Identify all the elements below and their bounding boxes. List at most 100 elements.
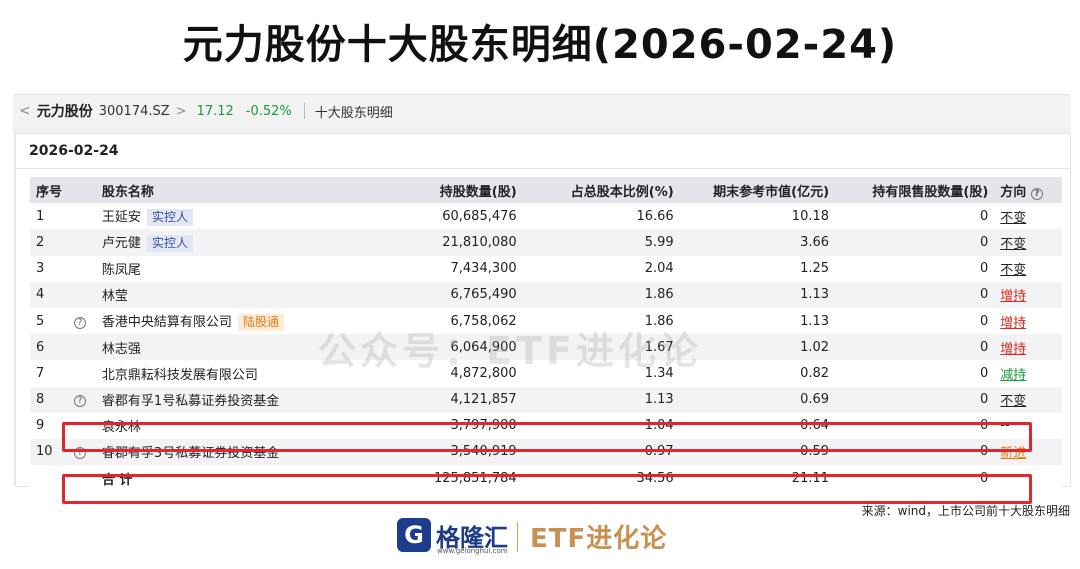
back-chevron-icon[interactable]: < <box>19 103 31 119</box>
watermark: 公众号：ETF进化论 <box>318 329 702 373</box>
holder-name-cell: 林志强 <box>96 334 394 360</box>
help-icon[interactable]: ? <box>74 316 87 329</box>
highlight-box-row-10 <box>62 474 1032 504</box>
header-restricted[interactable]: 持有限售股数量(股) <box>872 184 989 200</box>
holder-name-cell: 卢元健 实控人 <box>96 229 394 255</box>
direction-cell: 不变 <box>994 387 1062 413</box>
pct-value: 1.86 <box>644 287 674 303</box>
pct-value: 5.99 <box>644 234 674 250</box>
direction-link[interactable]: 不变 <box>1000 394 1027 410</box>
stock-price: 17.12 <box>196 103 234 119</box>
shares-value: 60,685,476 <box>442 208 517 224</box>
table-row[interactable]: 8? 睿郡有孚1号私募证券投资基金 4,121,857 1.13 0.69 0 不变 <box>30 386 1062 413</box>
row-icon-cell <box>68 256 96 282</box>
table-row[interactable]: 7 北京鼎耘科技发展有限公司 4,872,800 1.34 0.82 0 减持 <box>30 360 1062 387</box>
row-idx: 6 <box>36 339 45 355</box>
forward-chevron-icon[interactable]: > <box>175 103 187 119</box>
section-title: 十大股东明细 <box>314 105 393 121</box>
direction-link[interactable]: 增持 <box>1000 289 1027 305</box>
header-idx: 序号 <box>36 184 63 200</box>
direction-link[interactable]: 增持 <box>1000 341 1027 357</box>
brand-name: 格隆汇 <box>436 524 508 552</box>
holder-tag-badge: 实控人 <box>146 209 193 227</box>
divider <box>303 103 305 119</box>
market-value: 3.66 <box>800 234 830 250</box>
pct-value: 16.66 <box>636 208 674 224</box>
holder-name[interactable]: 卢元健 <box>101 236 141 252</box>
report-date: 2026-02-24 <box>29 143 119 159</box>
shares-value: 4,121,857 <box>450 392 517 408</box>
shares-value: 4,872,800 <box>450 365 517 381</box>
stock-change: -0.52% <box>245 103 292 119</box>
holder-tag-badge: 实控人 <box>146 235 193 253</box>
table-row[interactable]: 6 林志强 6,064,900 1.67 1.02 0 增持 <box>30 334 1062 361</box>
pct-value: 1.34 <box>644 365 674 381</box>
stock-name[interactable]: 元力股份 <box>36 104 93 120</box>
row-idx: 9 <box>36 418 45 434</box>
holder-name[interactable]: 林志强 <box>101 341 141 357</box>
help-icon[interactable]: ? <box>74 447 87 460</box>
highlight-box-row-8 <box>62 422 1032 452</box>
direction-link: -- <box>1000 418 1010 434</box>
holder-name[interactable]: 陈凤尾 <box>101 263 141 279</box>
row-icon-cell <box>68 334 96 360</box>
direction-cell: 不变 <box>994 256 1062 282</box>
direction-link[interactable]: 不变 <box>1000 236 1027 252</box>
row-idx: 5 <box>36 313 45 329</box>
header-direction-label: 方向 <box>1000 184 1027 200</box>
market-value: 1.13 <box>800 313 830 329</box>
page-title: 元力股份十大股东明细(2026-02-24) <box>182 22 898 68</box>
direction-cell: 减持 <box>994 360 1062 386</box>
row-idx: 2 <box>36 234 45 250</box>
holder-name[interactable]: 王延安 <box>101 210 141 226</box>
shares-value: 21,810,080 <box>442 234 517 250</box>
restricted-value: 0 <box>979 208 989 224</box>
restricted-value: 0 <box>979 418 989 434</box>
holder-name[interactable]: 北京鼎耘科技发展有限公司 <box>101 367 258 383</box>
direction-cell: -- <box>994 413 1062 439</box>
holder-name[interactable]: 香港中央結算有限公司 <box>101 315 232 331</box>
header-pct[interactable]: 占总股本比例(%) <box>570 184 674 200</box>
header-name: 股东名称 <box>101 184 154 200</box>
header-shares[interactable]: 持股数量(股) <box>439 184 517 200</box>
direction-link[interactable]: 减持 <box>1000 367 1027 383</box>
holder-name[interactable]: 林莹 <box>101 289 128 305</box>
header-direction: 方向 ? <box>994 177 1062 203</box>
row-idx: 10 <box>36 444 53 460</box>
row-icon-cell <box>68 360 96 386</box>
direction-link[interactable]: 不变 <box>1000 263 1027 279</box>
table-row[interactable]: 5? 香港中央結算有限公司 陆股通 6,758,062 1.86 1.13 0 增持 <box>30 307 1062 335</box>
direction-cell: 增持 <box>994 334 1062 360</box>
row-idx: 7 <box>36 365 45 381</box>
row-icon-cell <box>68 203 96 229</box>
shares-value: 6,758,062 <box>450 313 517 329</box>
table-row[interactable]: 1 王延安 实控人 60,685,476 16.66 10.18 0 不变 <box>30 203 1062 230</box>
market-value: 1.13 <box>800 287 830 303</box>
holder-name[interactable]: 睿郡有孚1号私募证券投资基金 <box>101 394 280 410</box>
row-icon-cell: ? <box>68 308 96 334</box>
direction-cell: 不变 <box>994 203 1062 229</box>
pct-value: 1.67 <box>644 339 674 355</box>
restricted-value: 0 <box>979 392 989 408</box>
pct-value: 2.04 <box>644 261 674 277</box>
market-value: 0.69 <box>800 392 830 408</box>
help-icon[interactable]: ? <box>74 395 87 408</box>
table-row[interactable]: 4 林莹 6,765,490 1.86 1.13 0 增持 <box>30 281 1062 308</box>
row-idx: 3 <box>36 261 45 277</box>
row-idx: 4 <box>36 287 45 303</box>
direction-link[interactable]: 增持 <box>1000 315 1027 331</box>
market-value: 0.82 <box>800 365 830 381</box>
table-row[interactable]: 3 陈凤尾 7,434,300 2.04 1.25 0 不变 <box>30 255 1062 282</box>
stock-topbar: < 元力股份 300174.SZ > 17.12 -0.52% 十大股东明细 <box>13 95 1071 127</box>
direction-link[interactable]: 不变 <box>1000 210 1027 226</box>
table-row[interactable]: 2 卢元健 实控人 21,810,080 5.99 3.66 0 不变 <box>30 229 1062 256</box>
header-market-value[interactable]: 期末参考市值(亿元) <box>713 184 830 200</box>
row-icon-cell <box>68 282 96 308</box>
brand-divider <box>517 522 518 552</box>
holder-name-cell: 王延安 实控人 <box>96 203 394 229</box>
brand-right: ETF进化论 <box>530 524 668 554</box>
holder-name-cell: 北京鼎耘科技发展有限公司 <box>96 360 394 386</box>
direction-cell: 增持 <box>994 282 1062 308</box>
holder-name-cell: 林莹 <box>96 282 394 308</box>
help-icon[interactable]: ? <box>1030 187 1043 200</box>
